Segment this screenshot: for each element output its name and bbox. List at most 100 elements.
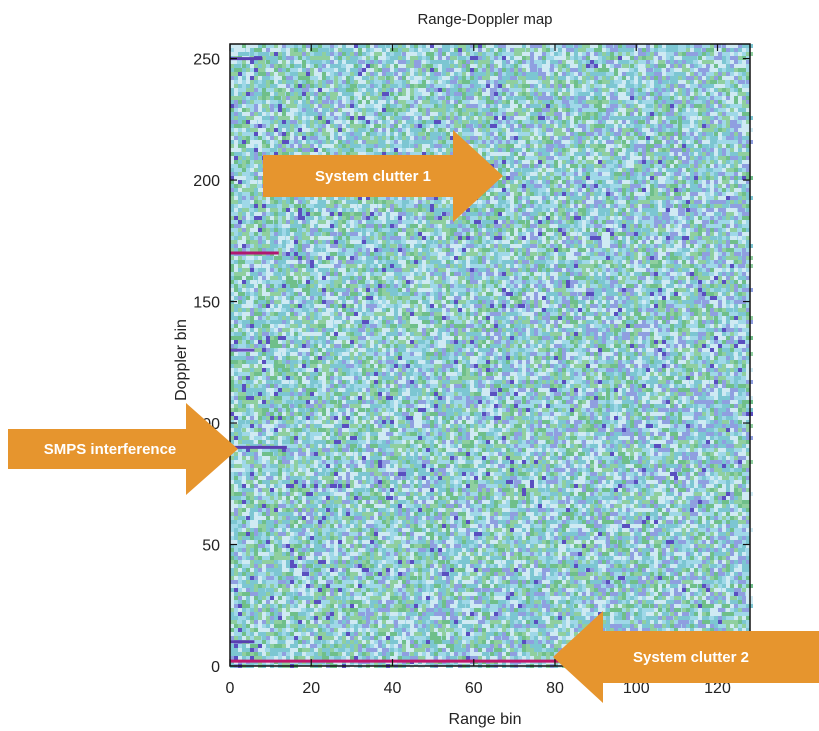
heatmap-cell: [738, 152, 745, 156]
heatmap-cell: [378, 64, 385, 68]
heatmap-cell: [254, 44, 261, 48]
heatmap-cell: [302, 80, 306, 84]
heatmap-cell: [594, 48, 601, 52]
heatmap-cell: [634, 144, 638, 148]
heatmap-cell: [738, 128, 742, 132]
heatmap-cell: [362, 208, 366, 212]
heatmap-cell: [542, 52, 546, 56]
heatmap-cell: [642, 128, 649, 132]
heatmap-cell: [574, 128, 578, 132]
heatmap-cell: [290, 48, 297, 52]
heatmap-cell: [522, 228, 526, 232]
heatmap-cell: [646, 124, 650, 128]
heatmap-cell: [286, 212, 290, 216]
heatmap-cell: [658, 152, 662, 156]
heatmap-cell: [654, 68, 661, 72]
heatmap-cell: [378, 200, 382, 204]
heatmap-cell: [726, 200, 730, 204]
heatmap-cell: [266, 132, 270, 136]
heatmap-cell: [662, 128, 666, 132]
heatmap-cell: [738, 192, 745, 196]
heatmap-cell: [666, 136, 670, 140]
heatmap-cell: [378, 224, 382, 228]
heatmap-cell: [602, 152, 606, 156]
heatmap-cell: [734, 48, 738, 52]
heatmap-cell: [542, 212, 546, 216]
heatmap-cell: [742, 204, 746, 208]
heatmap-cell: [330, 56, 337, 60]
heatmap-cell: [434, 104, 441, 108]
heatmap-cell: [582, 176, 586, 180]
heatmap-cell: [446, 232, 450, 236]
heatmap-cell: [358, 76, 362, 80]
heatmap-cell: [710, 160, 714, 164]
heatmap-cell: [478, 216, 482, 220]
heatmap-cell: [562, 232, 566, 236]
heatmap-cell: [698, 160, 702, 164]
heatmap-cell: [302, 148, 309, 152]
heatmap-cell: [726, 64, 730, 68]
heatmap-cell: [238, 188, 245, 192]
heatmap-cell: [286, 80, 290, 84]
heatmap-cell: [370, 108, 374, 112]
heatmap-cell: [674, 128, 678, 132]
heatmap-cell: [682, 200, 686, 204]
heatmap-cell: [406, 56, 413, 60]
heatmap-cell: [622, 148, 629, 152]
heatmap-cell: [546, 196, 550, 200]
heatmap-cell: [662, 140, 666, 144]
heatmap-cell: [378, 140, 385, 144]
heatmap-cell: [582, 124, 586, 128]
heatmap-cell: [526, 128, 530, 132]
heatmap-cell: [470, 60, 474, 64]
heatmap-cell: [542, 100, 546, 104]
heatmap-cell: [338, 136, 345, 140]
heatmap-cell: [626, 176, 633, 180]
heatmap-cell: [430, 52, 434, 56]
heatmap-cell: [362, 108, 366, 112]
heatmap-cell: [258, 48, 262, 52]
heatmap-cell: [354, 80, 358, 84]
heatmap-cell: [658, 112, 662, 116]
heatmap-cell: [394, 116, 401, 120]
heatmap-cell: [622, 200, 626, 204]
heatmap-cell: [690, 64, 694, 68]
heatmap-cell: [594, 64, 601, 68]
heatmap-cell: [366, 116, 373, 120]
heatmap-cell: [514, 60, 521, 64]
heatmap-cell: [622, 88, 626, 92]
heatmap-cell: [538, 212, 545, 216]
heatmap-cell: [558, 120, 565, 124]
heatmap-cell: [722, 48, 726, 52]
heatmap-cell: [738, 84, 742, 88]
heatmap-cell: [646, 128, 650, 132]
heatmap-cell: [234, 144, 238, 148]
heatmap-cell: [578, 148, 582, 152]
heatmap-cell: [630, 216, 637, 220]
heatmap-cell: [726, 196, 730, 200]
heatmap-cell: [582, 116, 586, 120]
heatmap-cell: [470, 92, 474, 96]
heatmap-cell: [574, 192, 578, 196]
heatmap-cell: [606, 196, 610, 200]
heatmap-cell: [450, 148, 454, 152]
heatmap-cell: [566, 196, 570, 200]
heatmap-cell: [366, 48, 370, 52]
heatmap-cell: [258, 92, 262, 96]
heatmap-cell: [434, 144, 438, 148]
heatmap-cell: [526, 68, 530, 72]
heatmap-cell: [650, 152, 657, 156]
heatmap-cell: [450, 232, 454, 236]
heatmap-cell: [294, 108, 298, 112]
heatmap-cell: [438, 148, 442, 152]
heatmap-cell: [266, 208, 270, 212]
heatmap-cell: [254, 64, 258, 68]
heatmap-cell: [390, 64, 394, 68]
heatmap-cell: [542, 84, 546, 88]
heatmap-cell: [394, 108, 398, 112]
heatmap-cell: [394, 52, 401, 56]
heatmap-cell: [474, 232, 481, 236]
heatmap-cell: [670, 84, 674, 88]
heatmap-cell: [666, 60, 673, 64]
heatmap-cell: [346, 124, 350, 128]
